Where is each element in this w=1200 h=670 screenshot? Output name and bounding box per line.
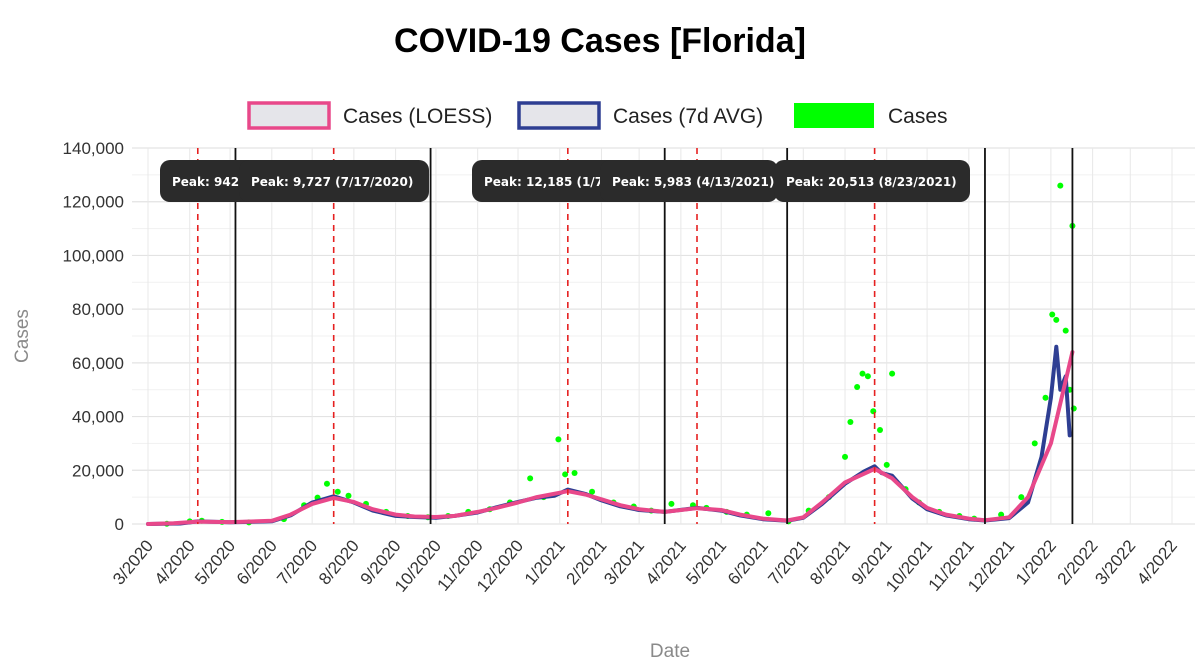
cases-point	[1049, 311, 1056, 318]
legend-label: Cases	[888, 105, 948, 128]
y-tick-label: 80,000	[72, 300, 124, 319]
x-tick-label: 3/2022	[1091, 536, 1139, 588]
x-tick-label: 1/2021	[521, 536, 569, 588]
x-tick-label: 1/2022	[1012, 536, 1060, 588]
x-tick-label: 5/2020	[191, 536, 239, 588]
x-tick-label: 3/2020	[109, 536, 157, 588]
cases-point	[847, 418, 854, 425]
cases-point	[345, 492, 352, 499]
peak-label-text: Peak: 12,185 (1/7	[484, 175, 603, 189]
x-tick-label: 2/2022	[1054, 536, 1102, 588]
cases-point	[1042, 394, 1049, 401]
cases-point	[883, 461, 890, 468]
y-tick-label: 40,000	[72, 408, 124, 427]
x-tick-label: 2/2021	[563, 536, 611, 588]
legend-swatch-7d-avg	[517, 101, 601, 130]
cases-point	[877, 427, 884, 433]
peak-label-box	[239, 160, 429, 202]
series-line-loess	[146, 350, 1075, 526]
x-axis-title: Date	[650, 641, 690, 662]
cases-point	[1018, 494, 1025, 501]
x-tick-label: 6/2021	[724, 536, 772, 588]
cases-point	[1057, 182, 1064, 189]
cases-point	[864, 373, 871, 380]
cases-point	[589, 488, 596, 495]
peak-label-text: Peak: 5,983 (4/13/2021)	[612, 175, 774, 189]
x-tick-label: 4/2021	[642, 536, 690, 588]
y-tick-label: 20,000	[72, 461, 124, 480]
cases-point	[555, 436, 562, 443]
x-tick-label: 8/2020	[315, 536, 363, 588]
cases-point	[765, 510, 772, 517]
x-tick-label: 7/2021	[764, 536, 812, 588]
cases-point	[1031, 440, 1038, 447]
cases-point	[1053, 316, 1060, 323]
y-tick-label: 120,000	[63, 193, 124, 212]
legend-swatch-cases	[794, 103, 874, 128]
cases-point	[842, 453, 849, 460]
y-tick-label: 100,000	[63, 246, 124, 265]
cases-point	[889, 370, 896, 377]
legend-label: Cases (7d AVG)	[613, 105, 763, 128]
peak-label-text: Peak: 20,513 (8/23/2021)	[786, 175, 957, 189]
peak-label-box	[774, 160, 970, 202]
peak-label-text: Peak: 9,727 (7/17/2020)	[251, 175, 413, 189]
y-tick-label: 0	[115, 515, 124, 534]
cases-point	[571, 469, 578, 476]
legend-label: Cases (LOESS)	[343, 105, 492, 128]
x-tick-label: 4/2020	[151, 536, 199, 588]
y-tick-label: 60,000	[72, 354, 124, 373]
peak-label-text: Peak: 942	[172, 175, 239, 189]
cases-point	[859, 370, 866, 377]
x-tick-label: 6/2020	[233, 536, 281, 588]
chart-title: COVID-19 Cases [Florida]	[394, 22, 806, 60]
cases-point	[334, 488, 341, 495]
cases-point	[527, 475, 534, 482]
y-tick-label: 140,000	[63, 139, 124, 158]
cases-point	[668, 500, 675, 507]
peak-label-box	[600, 160, 778, 202]
x-tick-label: 4/2022	[1133, 536, 1181, 588]
cases-point	[562, 471, 569, 478]
x-tick-label: 3/2021	[600, 536, 648, 588]
x-tick-label: 7/2020	[273, 536, 321, 588]
x-tick-label: 5/2021	[682, 536, 730, 588]
cases-point	[323, 480, 330, 487]
y-axis-title: Cases	[12, 309, 33, 363]
cases-point	[854, 384, 861, 391]
cases-point	[1062, 327, 1069, 334]
x-tick-label: 8/2021	[806, 536, 854, 588]
legend-swatch-loess	[247, 101, 331, 130]
